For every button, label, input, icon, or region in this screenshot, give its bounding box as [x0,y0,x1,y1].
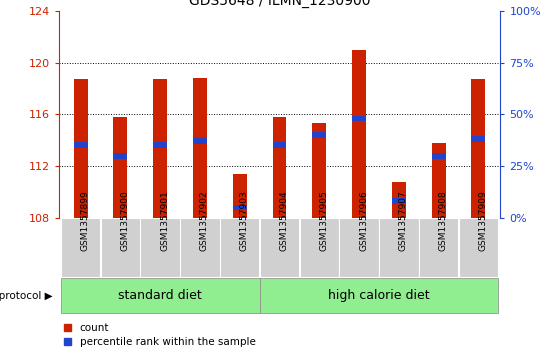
Text: high calorie diet: high calorie diet [328,289,430,302]
Text: GSM1357902: GSM1357902 [200,190,209,250]
Bar [140,219,180,277]
Text: standard diet: standard diet [119,289,202,302]
Text: GSM1357904: GSM1357904 [280,190,288,250]
Bar [61,219,100,277]
Bar [392,198,406,204]
Text: GSM1357899: GSM1357899 [80,190,89,250]
Bar [379,219,419,277]
Bar [352,50,366,218]
Text: GSM1357908: GSM1357908 [439,190,448,250]
Bar [312,132,326,138]
Bar [471,136,485,142]
Bar [419,219,458,277]
Bar [193,138,207,144]
Bar [273,117,286,218]
Text: GSM1357903: GSM1357903 [240,190,249,250]
Bar [180,219,220,277]
Bar [432,153,446,159]
Bar [74,79,88,218]
Bar [300,219,339,277]
Bar [260,219,299,277]
Text: GSM1357907: GSM1357907 [399,190,408,250]
Bar [153,142,167,148]
Bar [233,204,247,211]
Bar [153,79,167,218]
Bar [220,219,259,277]
Bar [432,143,446,218]
Bar [312,123,326,218]
Text: GSM1357901: GSM1357901 [160,190,169,250]
Text: growth protocol ▶: growth protocol ▶ [0,291,53,301]
Bar [259,278,498,313]
Legend: count, percentile rank within the sample: count, percentile rank within the sample [64,323,255,347]
Text: GSM1357906: GSM1357906 [359,190,368,250]
Bar [273,142,286,148]
Bar [392,182,406,218]
Text: GSM1357909: GSM1357909 [479,190,487,250]
Bar [101,219,140,277]
Bar [61,278,259,313]
Bar [113,153,127,159]
Bar [471,79,485,218]
Bar [459,219,498,277]
Bar [193,78,207,218]
Bar [233,174,247,218]
Title: GDS5648 / ILMN_1230900: GDS5648 / ILMN_1230900 [189,0,370,8]
Bar [339,219,379,277]
Text: GSM1357905: GSM1357905 [319,190,328,250]
Bar [74,142,88,148]
Bar [113,117,127,218]
Text: GSM1357900: GSM1357900 [120,190,129,250]
Bar [352,115,366,121]
